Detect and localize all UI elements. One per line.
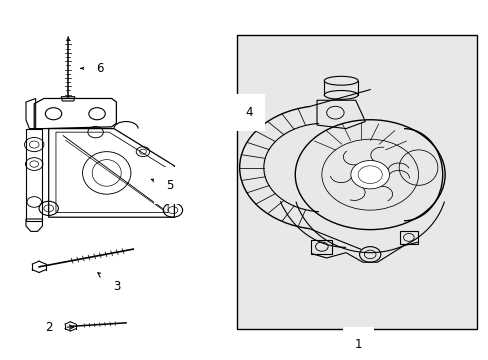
- Text: 3: 3: [98, 273, 120, 293]
- Bar: [237, 35, 476, 329]
- Text: 5: 5: [151, 179, 173, 192]
- Circle shape: [350, 161, 389, 189]
- Text: 1: 1: [354, 332, 361, 351]
- Text: 6: 6: [81, 62, 103, 75]
- Text: 2: 2: [45, 321, 74, 334]
- Text: 4: 4: [245, 106, 258, 119]
- Ellipse shape: [268, 93, 451, 249]
